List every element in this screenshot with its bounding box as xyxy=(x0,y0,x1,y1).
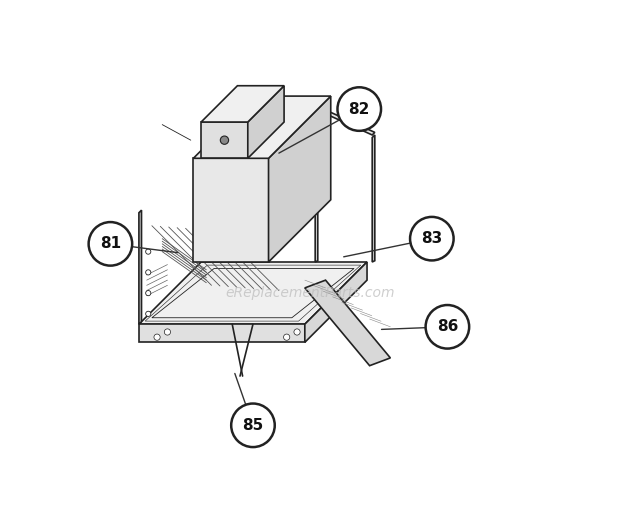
Polygon shape xyxy=(139,324,305,342)
Polygon shape xyxy=(372,135,375,262)
Text: 81: 81 xyxy=(100,236,121,252)
Circle shape xyxy=(425,305,469,348)
Polygon shape xyxy=(139,262,367,324)
Polygon shape xyxy=(193,158,268,262)
Polygon shape xyxy=(193,96,330,158)
Polygon shape xyxy=(305,262,367,342)
Circle shape xyxy=(220,136,229,144)
Circle shape xyxy=(410,217,454,260)
Circle shape xyxy=(146,290,151,296)
Polygon shape xyxy=(139,210,141,324)
Polygon shape xyxy=(305,280,391,366)
Polygon shape xyxy=(315,106,375,135)
Text: 85: 85 xyxy=(242,418,264,433)
Circle shape xyxy=(294,329,300,335)
Circle shape xyxy=(231,403,275,447)
Polygon shape xyxy=(201,86,284,122)
Text: 82: 82 xyxy=(348,102,370,116)
Circle shape xyxy=(146,311,151,316)
Circle shape xyxy=(146,270,151,275)
Polygon shape xyxy=(201,122,248,158)
Circle shape xyxy=(337,88,381,131)
Circle shape xyxy=(164,329,171,335)
Text: 83: 83 xyxy=(421,231,443,246)
Circle shape xyxy=(283,334,290,340)
Circle shape xyxy=(89,222,132,266)
Text: 86: 86 xyxy=(436,319,458,334)
Polygon shape xyxy=(268,96,330,262)
Polygon shape xyxy=(248,86,284,158)
Text: eReplacementParts.com: eReplacementParts.com xyxy=(225,286,395,300)
Circle shape xyxy=(146,249,151,254)
Circle shape xyxy=(154,334,160,340)
Polygon shape xyxy=(315,106,318,262)
